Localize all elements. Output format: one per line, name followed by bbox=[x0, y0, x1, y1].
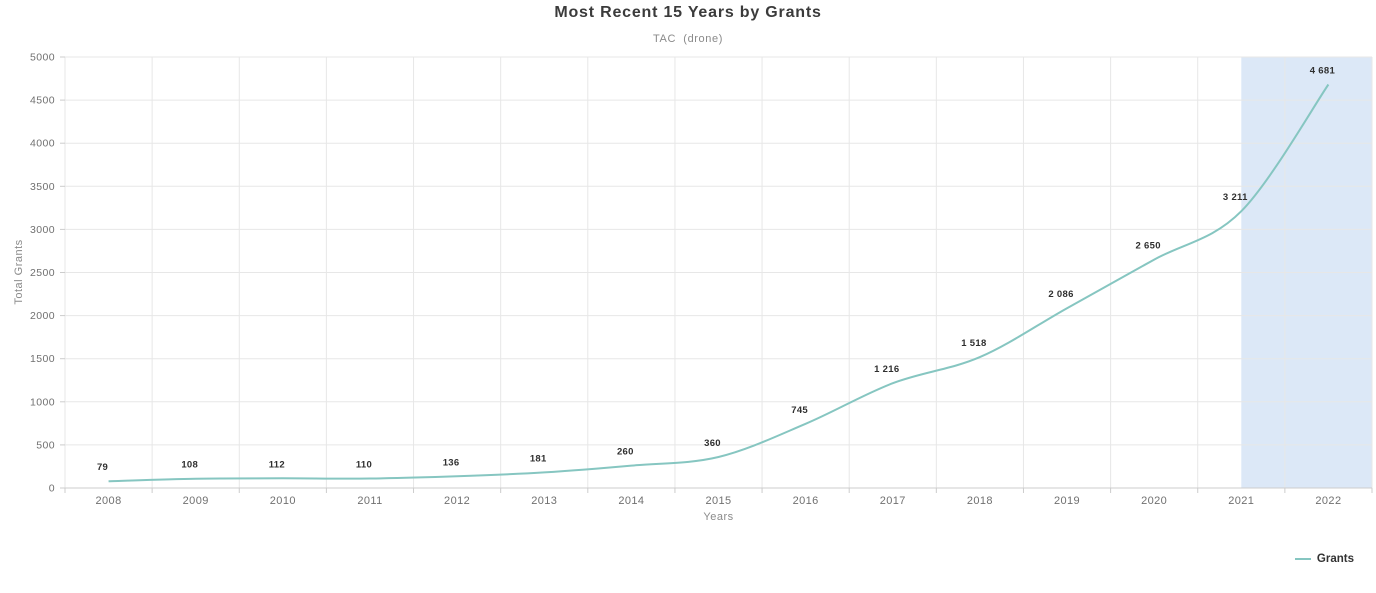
data-label: 360 bbox=[704, 438, 721, 449]
x-axis-tick-label: 2016 bbox=[793, 495, 819, 507]
y-axis-tick-label: 4000 bbox=[30, 138, 55, 150]
x-axis-tick-label: 2020 bbox=[1141, 495, 1167, 507]
x-axis-tick-label: 2022 bbox=[1315, 495, 1341, 507]
data-label: 260 bbox=[617, 447, 634, 458]
legend-label: Grants bbox=[1316, 553, 1354, 565]
x-axis-tick-label: 2019 bbox=[1054, 495, 1080, 507]
x-axis-tick-label: 2012 bbox=[444, 495, 470, 507]
data-label: 1 216 bbox=[874, 364, 899, 375]
data-label: 745 bbox=[791, 405, 808, 416]
y-axis-tick-label: 5000 bbox=[30, 52, 55, 64]
data-label: 79 bbox=[97, 462, 108, 473]
y-axis-tick-label: 3000 bbox=[30, 224, 55, 236]
y-axis-title: Total Grants bbox=[13, 239, 25, 305]
grants-series-line bbox=[108, 83, 1330, 483]
x-axis-tick-label: 2015 bbox=[705, 495, 731, 507]
y-axis-tick-label: 1500 bbox=[30, 353, 55, 365]
x-axis-title: Years bbox=[703, 511, 734, 523]
data-label: 110 bbox=[356, 460, 372, 471]
chart-subtitle: TAC (drone) bbox=[653, 33, 723, 45]
data-label: 4 681 bbox=[1310, 65, 1336, 76]
data-label: 1 518 bbox=[961, 338, 986, 349]
y-axis-tick-label: 1000 bbox=[30, 396, 55, 408]
x-axis-tick-label: 2018 bbox=[967, 495, 993, 507]
x-axis-tick-label: 2009 bbox=[183, 495, 209, 507]
data-label: 3 211 bbox=[1223, 192, 1248, 203]
y-axis-tick-label: 4500 bbox=[30, 95, 55, 107]
legend-line-swatch-icon bbox=[1294, 558, 1311, 560]
y-axis-tick-label: 0 bbox=[49, 483, 55, 495]
y-axis-tick-label: 2000 bbox=[30, 310, 55, 322]
x-axis-tick-label: 2008 bbox=[96, 495, 122, 507]
y-axis-tick-label: 3500 bbox=[30, 181, 55, 193]
data-label: 2 086 bbox=[1048, 289, 1073, 300]
data-label: 136 bbox=[443, 457, 460, 468]
y-axis-tick-label: 2500 bbox=[30, 267, 55, 279]
x-axis-tick-label: 2010 bbox=[270, 495, 296, 507]
x-axis-tick-label: 2017 bbox=[880, 495, 906, 507]
data-label: 181 bbox=[530, 453, 547, 464]
x-axis-tick-label: 2014 bbox=[618, 495, 644, 507]
x-axis-tick-label: 2013 bbox=[531, 495, 557, 507]
data-label: 112 bbox=[269, 459, 285, 470]
legend[interactable]: Grants bbox=[1294, 553, 1354, 565]
x-axis-tick-label: 2021 bbox=[1228, 495, 1254, 507]
data-label: 108 bbox=[181, 460, 198, 471]
x-axis-tick-label: 2011 bbox=[357, 495, 382, 507]
data-label: 2 650 bbox=[1136, 241, 1161, 252]
chart-title: Most Recent 15 Years by Grants bbox=[554, 4, 822, 21]
y-axis-tick-label: 500 bbox=[36, 439, 55, 451]
